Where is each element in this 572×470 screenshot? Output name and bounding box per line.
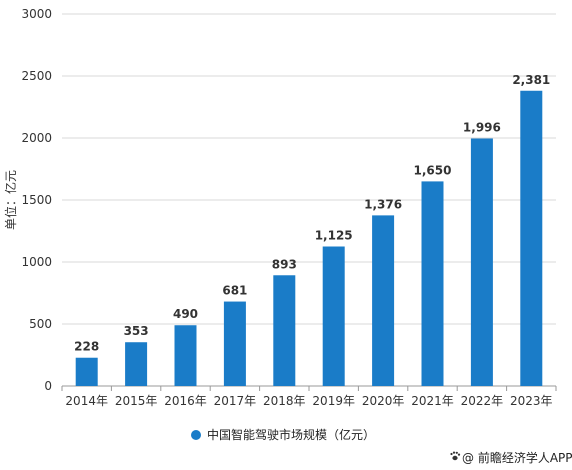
data-label: 1,650 [414,163,452,177]
bar[interactable] [372,215,395,386]
paw-icon [450,451,461,461]
legend-label: 中国智能驾驶市场规模（亿元） [207,427,375,442]
legend[interactable]: 中国智能驾驶市场规模（亿元） [191,427,375,442]
data-label: 1,996 [463,120,501,134]
x-tick-label: 2017年 [214,394,257,408]
bar[interactable] [75,357,98,386]
data-label: 1,125 [315,229,353,243]
x-tick-label: 2014年 [65,394,108,408]
bars [75,90,543,387]
y-axis-label: 单位：亿元 [3,170,18,230]
bar[interactable] [322,246,345,387]
y-tick-label: 1000 [21,255,52,269]
bar[interactable] [174,325,197,386]
y-tick-label: 500 [29,317,52,331]
y-tick-label: 2000 [21,131,52,145]
bar[interactable] [223,301,246,386]
x-tick-label: 2019年 [312,394,355,408]
y-axis-ticks: 0 500 1000 1500 2000 2500 3000 [21,7,52,393]
bar[interactable] [125,342,148,386]
x-tick-label: 2015年 [115,394,158,408]
data-label: 353 [124,324,149,338]
data-label: 228 [74,340,99,354]
y-tick-label: 0 [44,379,52,393]
x-tick-label: 2023年 [510,394,553,408]
x-axis-ticks: 2014年 2015年 2016年 2017年 2018年 2019年 2020年 2021年… [61,386,557,408]
bar[interactable] [520,90,543,387]
x-tick-label: 2021年 [411,394,454,408]
data-label: 1,376 [364,197,402,211]
legend-marker [191,430,201,440]
x-tick-label: 2020年 [362,394,405,408]
y-tick-label: 2500 [21,69,52,83]
bar[interactable] [273,275,296,386]
x-tick-label: 2016年 [164,394,207,408]
y-tick-label: 3000 [21,7,52,21]
x-tick-label: 2018年 [263,394,306,408]
bar[interactable] [421,181,444,386]
credit-text: @ 前瞻经济学人APP [462,450,572,465]
grid-lines [62,13,556,387]
bar[interactable] [470,138,493,386]
data-label: 681 [222,284,247,298]
data-label: 2,381 [512,73,550,87]
y-tick-label: 1500 [21,193,52,207]
x-tick-label: 2022年 [461,394,504,408]
data-label: 490 [173,307,198,321]
data-labels: 228 353 490 681 893 1,125 1,376 1,650 1,996 2,381 [74,73,550,354]
data-label: 893 [272,257,297,271]
credit: @ 前瞻经济学人APP [450,450,572,465]
